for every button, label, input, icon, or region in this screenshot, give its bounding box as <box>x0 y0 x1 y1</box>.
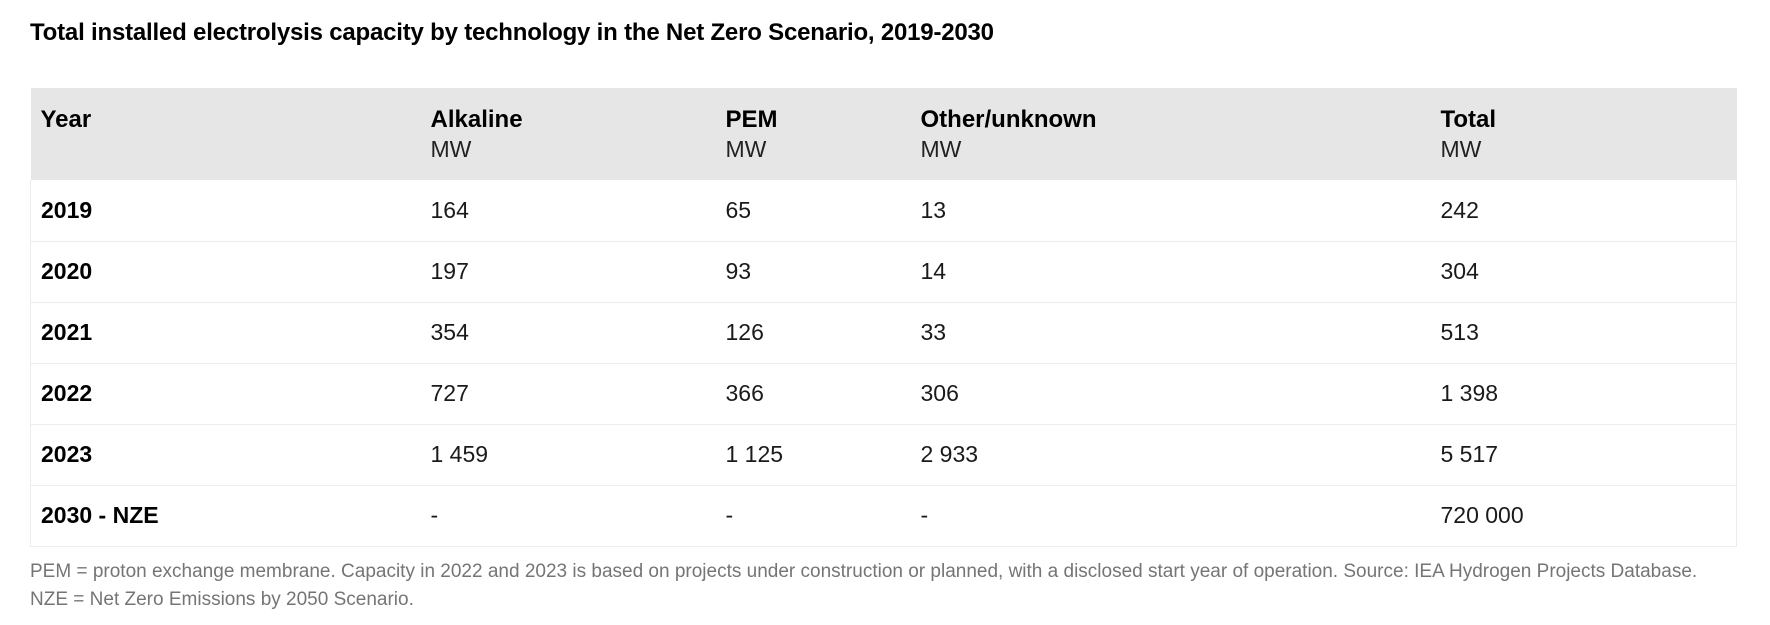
column-label: Alkaline <box>430 105 523 133</box>
column-label: Other/unknown <box>920 105 1097 133</box>
row-value-other-unknown: 14 <box>910 241 1431 303</box>
row-value-other-unknown: - <box>910 485 1431 547</box>
column-header-year: Year <box>30 88 421 180</box>
row-year: 2022 <box>30 363 421 425</box>
column-unit: MW <box>430 135 472 162</box>
row-value-pem: 1 125 <box>715 424 911 486</box>
table-row: 2021 354 126 33 513 <box>30 302 1737 364</box>
row-value-pem: 366 <box>715 363 911 425</box>
row-value-other-unknown: 33 <box>910 302 1431 364</box>
row-value-pem: 93 <box>715 241 911 303</box>
column-label: Year <box>40 105 92 133</box>
column-header-total: Total MW <box>1430 88 1737 180</box>
column-label: Total <box>1440 105 1497 133</box>
row-value-pem: 126 <box>715 302 911 364</box>
row-year: 2021 <box>30 302 421 364</box>
row-value-alkaline: 197 <box>420 241 716 303</box>
row-value-total: 1 398 <box>1430 363 1737 425</box>
row-year: 2023 <box>30 424 421 486</box>
row-value-alkaline: - <box>420 485 716 547</box>
row-value-other-unknown: 13 <box>910 180 1431 242</box>
column-header-other-unknown: Other/unknown MW <box>910 88 1431 180</box>
row-value-total: 720 000 <box>1430 485 1737 547</box>
row-value-total: 5 517 <box>1430 424 1737 486</box>
row-value-other-unknown: 2 933 <box>910 424 1431 486</box>
table-row: 2020 197 93 14 304 <box>30 241 1737 303</box>
column-unit: MW <box>1440 135 1482 162</box>
row-value-alkaline: 727 <box>420 363 716 425</box>
row-year: 2019 <box>30 180 421 242</box>
row-value-alkaline: 1 459 <box>420 424 716 486</box>
row-value-other-unknown: 306 <box>910 363 1431 425</box>
row-value-total: 242 <box>1430 180 1737 242</box>
row-value-pem: 65 <box>715 180 911 242</box>
table-row: 2019 164 65 13 242 <box>30 180 1737 242</box>
row-value-alkaline: 354 <box>420 302 716 364</box>
table-footnote: PEM = proton exchange membrane. Capacity… <box>30 560 1698 610</box>
column-unit: MW <box>725 135 767 162</box>
column-header-pem: PEM MW <box>715 88 911 180</box>
row-year: 2020 <box>30 241 421 303</box>
row-year: 2030 - NZE <box>30 485 421 547</box>
row-value-total: 513 <box>1430 302 1737 364</box>
row-value-pem: - <box>715 485 911 547</box>
row-value-total: 304 <box>1430 241 1737 303</box>
column-unit: MW <box>920 135 962 162</box>
table-header: Year Alkaline MW PEM MW Other/unknown MW… <box>30 88 1737 180</box>
table-header-row: Year Alkaline MW PEM MW Other/unknown MW… <box>30 88 1737 180</box>
column-unit <box>41 135 421 164</box>
row-value-alkaline: 164 <box>420 180 716 242</box>
table-row: 2022 727 366 306 1 398 <box>30 363 1737 425</box>
capacity-table: Year Alkaline MW PEM MW Other/unknown MW… <box>30 88 1737 547</box>
table-body: 2019 164 65 13 242 2020 197 93 14 304 20… <box>30 180 1737 547</box>
table-row: 2023 1 459 1 125 2 933 5 517 <box>30 424 1737 486</box>
table-row: 2030 - NZE - - - 720 000 <box>30 485 1737 547</box>
page-title: Total installed electrolysis capacity by… <box>30 19 994 46</box>
column-label: PEM <box>725 105 778 133</box>
column-header-alkaline: Alkaline MW <box>420 88 716 180</box>
